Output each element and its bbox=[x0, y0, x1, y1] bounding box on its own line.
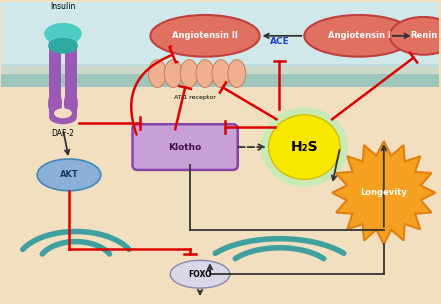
Text: DAF-2: DAF-2 bbox=[52, 129, 75, 138]
Text: FOXO: FOXO bbox=[188, 270, 212, 279]
Text: AKT: AKT bbox=[60, 170, 78, 179]
Ellipse shape bbox=[49, 110, 77, 124]
Text: H₂S: H₂S bbox=[291, 140, 318, 154]
Ellipse shape bbox=[48, 89, 62, 117]
Ellipse shape bbox=[164, 60, 182, 88]
Bar bbox=[1, 2, 439, 66]
Text: Longevity: Longevity bbox=[360, 188, 407, 197]
Text: Angiotensin II: Angiotensin II bbox=[172, 31, 238, 40]
Ellipse shape bbox=[269, 115, 340, 179]
Text: AT-1 receptor: AT-1 receptor bbox=[174, 95, 216, 100]
Bar bbox=[49, 36, 61, 95]
Ellipse shape bbox=[37, 159, 101, 191]
Text: ACE: ACE bbox=[269, 37, 289, 46]
Ellipse shape bbox=[44, 23, 82, 45]
Ellipse shape bbox=[196, 60, 214, 88]
Ellipse shape bbox=[148, 60, 166, 88]
FancyBboxPatch shape bbox=[132, 124, 238, 170]
Ellipse shape bbox=[64, 89, 78, 117]
Ellipse shape bbox=[304, 15, 414, 57]
Text: Renin: Renin bbox=[410, 31, 437, 40]
Ellipse shape bbox=[228, 60, 246, 88]
Ellipse shape bbox=[54, 108, 72, 118]
Ellipse shape bbox=[48, 38, 78, 54]
Ellipse shape bbox=[150, 15, 260, 57]
Bar bbox=[1, 74, 439, 88]
Bar bbox=[1, 64, 439, 74]
Bar bbox=[49, 109, 77, 117]
Ellipse shape bbox=[261, 107, 348, 187]
Ellipse shape bbox=[170, 260, 230, 288]
Ellipse shape bbox=[390, 17, 441, 55]
Polygon shape bbox=[332, 141, 435, 244]
Text: Angiotensin I: Angiotensin I bbox=[328, 31, 390, 40]
Text: Klotho: Klotho bbox=[168, 143, 202, 152]
Ellipse shape bbox=[180, 60, 198, 88]
Text: Insulin: Insulin bbox=[50, 2, 76, 11]
Bar bbox=[65, 36, 77, 95]
Ellipse shape bbox=[212, 60, 230, 88]
